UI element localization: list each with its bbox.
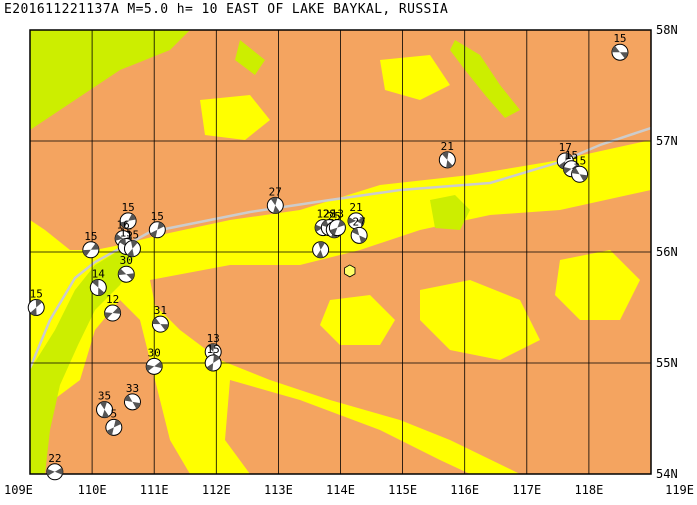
x-tick-label: 114E [326, 483, 355, 497]
focal-mechanism-beachball: 13 [328, 208, 346, 237]
map-frame [29, 29, 652, 475]
focal-mechanism-beachball: 12 [104, 293, 122, 322]
mechanism-depth-label: 12 [316, 208, 329, 221]
y-tick-label: 57N [656, 134, 678, 148]
mechanism-depth-label: 28 [323, 208, 336, 221]
x-tick-label: 112E [202, 483, 231, 497]
x-tick-label: 113E [264, 483, 293, 497]
x-tick-label: 116E [450, 483, 479, 497]
x-tick-label: 115E [388, 483, 417, 497]
focal-mechanism-beachball: 15 [123, 229, 141, 258]
x-tick-label: 117E [512, 483, 541, 497]
terrain-plateau-patch [200, 95, 270, 140]
mechanism-depth-label: 15 [121, 201, 134, 214]
terrain-upland [150, 190, 651, 474]
focal-mechanism-beachball: 30 [117, 254, 135, 283]
mechanism-depth-label: 27 [353, 215, 366, 228]
mechanism-depth-label: 13 [207, 332, 220, 345]
mechanism-depth-label: 15 [84, 230, 97, 243]
focal-mechanism-beachball: 15 [571, 154, 589, 183]
terrain-lowland [30, 30, 190, 130]
terrain-lowland [450, 40, 520, 118]
mechanism-depth-label: 12 [106, 293, 119, 306]
mechanism-depth-label: 22 [48, 452, 61, 465]
focal-mechanism-beachball: 14 [89, 268, 107, 297]
terrain-lowland [430, 195, 470, 230]
focal-mechanism-beachball: 15 [148, 210, 166, 239]
mechanism-depth-label: 5 [111, 407, 118, 420]
mechanism-depth-label: 15 [613, 32, 626, 45]
focal-mechanism-beachball: 15 [119, 201, 137, 230]
map-title: E201611221137A M=5.0 h= 10 EAST OF LAKE … [4, 2, 449, 17]
focal-mechanism-beachball: 15 [27, 288, 45, 316]
mechanism-depth-label: 31 [154, 304, 167, 317]
mechanism-depth-label: 35 [98, 390, 111, 403]
y-tick-label: 58N [656, 23, 678, 37]
terrain-upland [40, 300, 190, 474]
y-tick-label: 54N [656, 467, 678, 481]
mechanism-depth-label: 15 [120, 226, 133, 239]
x-tick-label: 118E [574, 483, 603, 497]
terrain-lowland [235, 40, 265, 75]
mechanism-depth-label: 21 [349, 201, 362, 214]
mechanism-depth-label: 27 [269, 185, 282, 198]
mechanism-depth-label: 30 [148, 346, 161, 359]
mechanism-depth-label: 30 [120, 254, 133, 267]
focal-mechanism-beachball: 30 [145, 346, 163, 375]
focal-mechanism-beachball: 5 [105, 407, 123, 436]
mechanism-depth-label: 17 [559, 141, 572, 154]
focal-mechanism-beachball: 31 [151, 304, 169, 333]
terrain-plateau-patch [420, 280, 540, 360]
focal-mechanism-beachball: 27 [266, 185, 284, 214]
mechanism-depth-label: 21 [441, 140, 454, 153]
terrain-plateau-patch [320, 295, 395, 345]
mechanism-depth-label: 15 [573, 154, 586, 167]
focal-mechanism-beachball: 27 [350, 215, 368, 244]
x-tick-label: 110E [78, 483, 107, 497]
focal-mechanism-beachball: 33 [123, 382, 141, 411]
axis-ticks: 109E 110E 111E 112E 113E 114E 115E 116E 117E 118E… [4, 23, 694, 497]
x-tick-label: 119E [665, 483, 694, 497]
mechanism-depth-label: 15 [30, 288, 43, 301]
mechanism-depth-label: 15 [207, 343, 220, 356]
terrain-plateau-patch [380, 55, 450, 100]
y-tick-label: 56N [656, 245, 678, 259]
mechanism-depth-label: 15 [126, 229, 139, 242]
mechanism-depth-label: 15 [565, 149, 578, 162]
mechanism-depth-label: 15 [151, 210, 164, 223]
x-tick-label: 109E [4, 483, 33, 497]
focal-mechanism-beachball [312, 241, 330, 259]
terrain-plateau-patch [555, 250, 640, 320]
mechanism-depth-label: 16 [117, 219, 130, 232]
y-tick-label: 55N [656, 356, 678, 370]
focal-mechanism-beachball: 22 [46, 452, 64, 481]
terrain-upland [225, 380, 470, 474]
x-tick-label: 111E [140, 483, 169, 497]
focal-mechanism-beachball: 21 [438, 140, 456, 169]
focal-mechanism-beachball: 35 [96, 390, 114, 419]
mechanism-depth-label: 33 [126, 382, 139, 395]
focal-mechanism-beachball: 15 [204, 343, 222, 372]
focal-mechanism-beachball: 15 [611, 32, 629, 61]
mechanism-depth-label: 14 [92, 268, 106, 281]
focal-mechanism-beachball: 15 [82, 230, 100, 259]
event-epicenter-marker [344, 264, 356, 278]
mechanism-depth-label: 13 [331, 208, 344, 221]
